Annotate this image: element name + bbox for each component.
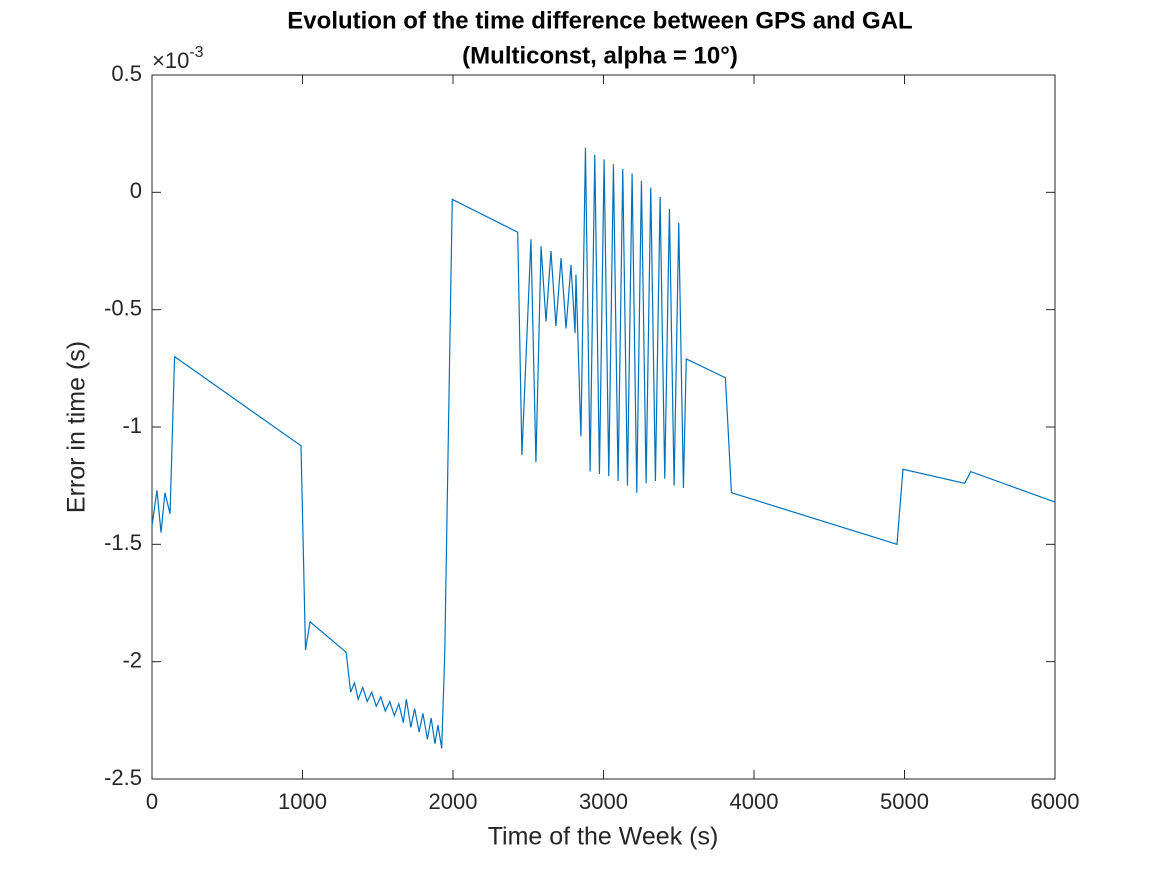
y-tick-label: 0.5 [111, 61, 142, 86]
x-tick-label: 1000 [278, 789, 327, 814]
y-tick-label: 0 [130, 178, 142, 203]
x-tick-label: 0 [146, 789, 158, 814]
y-tick-label: -2.5 [104, 765, 142, 790]
y-tick-label: -2 [122, 647, 142, 672]
y-multiplier-exponent: -3 [189, 44, 203, 61]
chart-title: Evolution of the time difference between… [287, 7, 912, 34]
x-tick-label: 6000 [1031, 789, 1080, 814]
x-tick-label: 4000 [730, 789, 779, 814]
y-multiplier-base: ×10 [152, 48, 189, 73]
chart-subtitle: (Multiconst, alpha = 10°) [462, 42, 738, 69]
y-tick-label: -1 [122, 413, 142, 438]
y-tick-label: -1.5 [104, 530, 142, 555]
y-tick-label: -0.5 [104, 295, 142, 320]
x-tick-label: 5000 [880, 789, 929, 814]
y-axis-label: Error in time (s) [63, 341, 91, 513]
x-tick-label: 3000 [579, 789, 628, 814]
x-tick-label: 2000 [429, 789, 478, 814]
x-axis-label: Time of the Week (s) [488, 823, 719, 851]
data-line [151, 147, 1056, 749]
y-multiplier: ×10-3 [152, 44, 204, 73]
